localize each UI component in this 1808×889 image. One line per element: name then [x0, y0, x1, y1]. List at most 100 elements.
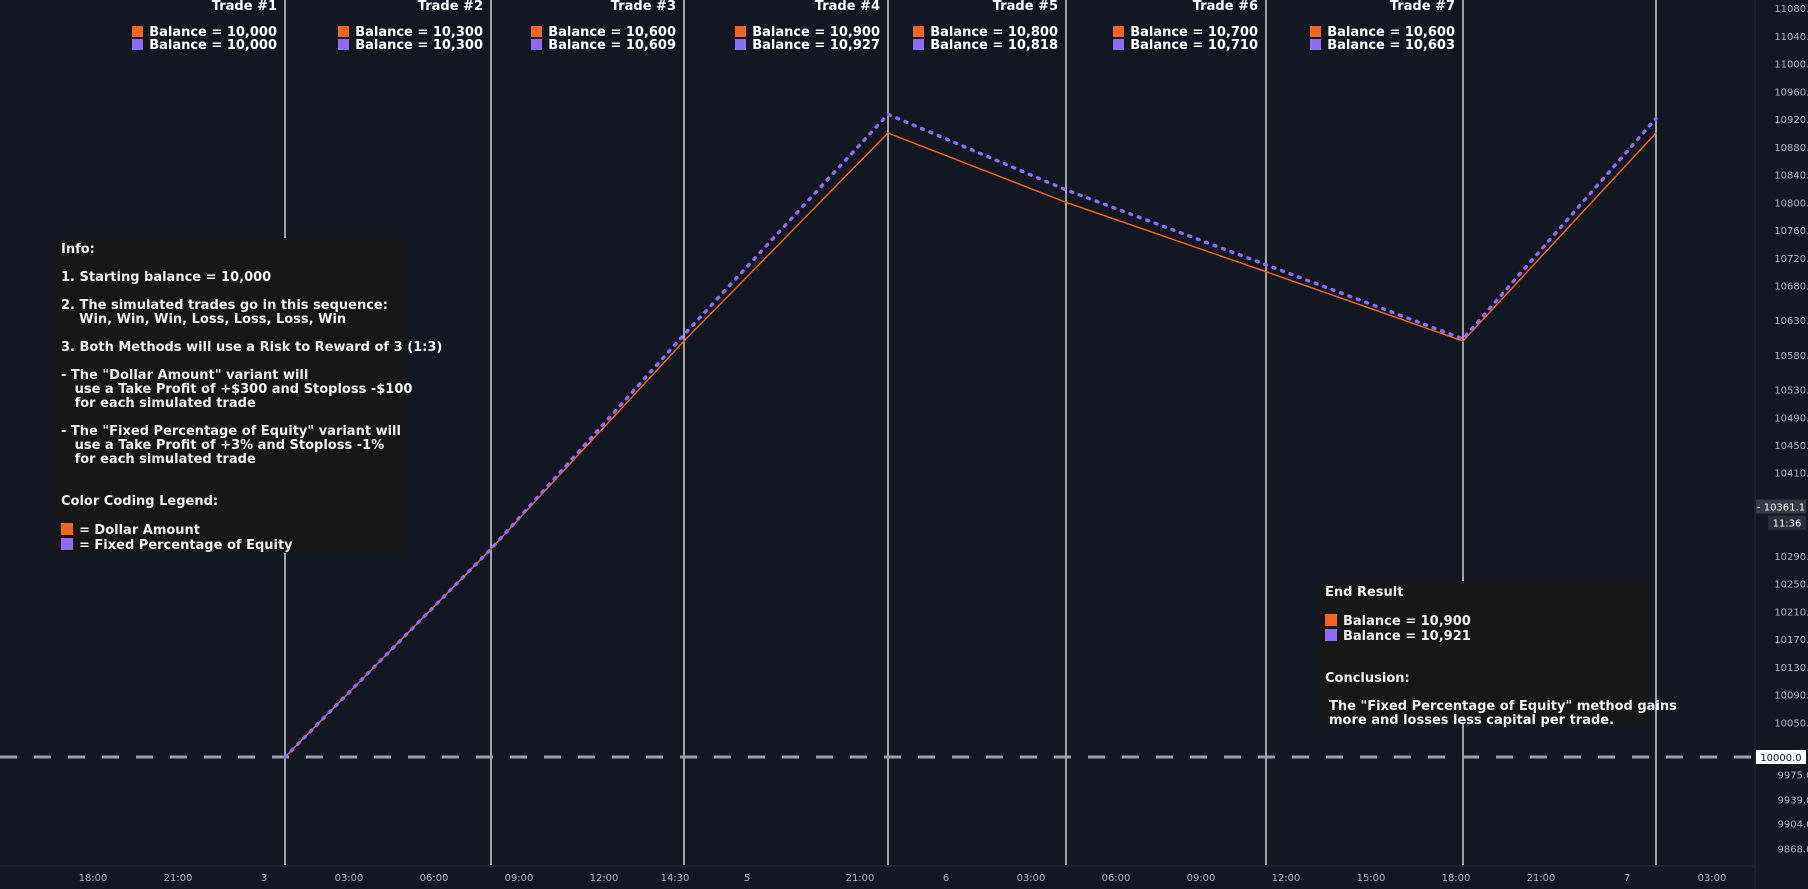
- trade-box-3: Trade #3 Balance = 10,600 Balance = 10,609: [531, 0, 676, 53]
- trade-percent-balance: Balance = 10,710: [1113, 39, 1258, 53]
- trade-box-2: Trade #2 Balance = 10,300 Balance = 10,300: [338, 0, 483, 53]
- x-tick-label: 7: [1624, 873, 1630, 884]
- dollar-swatch-icon: [132, 25, 144, 37]
- y-tick-label: 10170.0: [1774, 635, 1808, 646]
- conclusion-line-1: The "Fixed Percentage of Equity" method …: [1329, 699, 1677, 714]
- x-tick-label: 21:00: [846, 873, 875, 884]
- dollar-swatch-icon: [1113, 25, 1125, 37]
- trade-percent-balance: Balance = 10,000: [132, 39, 277, 53]
- dollar-swatch-icon: [61, 523, 73, 535]
- dollar-swatch-icon: [338, 25, 350, 37]
- y-axis-panel: [1755, 0, 1808, 889]
- time-label-bg: [1768, 515, 1806, 530]
- result-dollar-label: Balance = 10,900: [1343, 614, 1471, 629]
- x-tick-label: 5: [744, 873, 750, 884]
- trade-dollar-balance: Balance = 10,700: [1113, 25, 1258, 40]
- x-tick-label: 09:00: [1187, 873, 1216, 884]
- percent-swatch-icon: [913, 39, 925, 50]
- x-tick-label: 06:00: [1102, 873, 1131, 884]
- y-tick-label: 10250.0: [1774, 580, 1808, 591]
- percent-swatch-icon: [531, 39, 543, 50]
- percent-swatch-icon: [1310, 39, 1322, 50]
- x-tick-label: 18:00: [79, 873, 108, 884]
- percent-swatch-icon: [735, 39, 747, 50]
- y-tick-label: 10960.0: [1774, 87, 1808, 98]
- y-tick-label: 9975.0: [1778, 770, 1808, 781]
- trade-label: Trade #7: [1389, 0, 1455, 14]
- time-label: 11:36: [1773, 519, 1802, 530]
- info-sequence-title: 2. The simulated trades go in this seque…: [61, 298, 388, 313]
- trade-box-4: Trade #4 Balance = 10,900 Balance = 10,927: [735, 0, 880, 53]
- y-tick-label: 10800.0: [1774, 198, 1808, 209]
- y-tick-label: 10050.0: [1774, 718, 1808, 729]
- trade-label: Trade #5: [992, 0, 1058, 14]
- info-dollar-2: use a Take Profit of +$300 and Stoploss …: [61, 382, 413, 397]
- trade-percent-balance: Balance = 10,300: [338, 39, 483, 53]
- price-label: - 10361.1: [1757, 503, 1805, 514]
- info-panel: Info: 1. Starting balance = 10,000 2. Th…: [55, 238, 443, 553]
- x-tick-label: 18:00: [1442, 873, 1471, 884]
- y-tick-label: 10880.0: [1774, 143, 1808, 154]
- y-tick-label: 10680.0: [1774, 282, 1808, 293]
- x-tick-label: 21:00: [1527, 873, 1556, 884]
- info-dollar-1: - The "Dollar Amount" variant will: [61, 368, 309, 383]
- legend-title: Color Coding Legend:: [61, 494, 219, 509]
- dollar-swatch-icon: [1325, 614, 1337, 626]
- y-tick-label: 10920.0: [1774, 115, 1808, 126]
- info-starting-balance: 1. Starting balance = 10,000: [61, 270, 272, 285]
- result-dollar: Balance = 10,900: [1325, 614, 1641, 629]
- info-percent-3: for each simulated trade: [61, 452, 256, 467]
- result-percent-label: Balance = 10,921: [1343, 629, 1471, 644]
- trade-percent-balance: Balance = 10,609: [531, 39, 676, 53]
- trade-dollar-balance: Balance = 10,600: [531, 25, 676, 40]
- trade-percent-balance: Balance = 10,818: [913, 39, 1058, 53]
- y-tick-label: 9939.0: [1778, 795, 1808, 806]
- result-percent: Balance = 10,921: [1325, 629, 1641, 644]
- percent-swatch-icon: [61, 538, 73, 550]
- legend-percent-label: = Fixed Percentage of Equity: [79, 538, 293, 553]
- trade-dollar-balance: Balance = 10,600: [1310, 25, 1455, 40]
- y-tick-label: 10490.0: [1774, 413, 1808, 424]
- y-tick-label: 10760.0: [1774, 226, 1808, 237]
- legend-dollar: = Dollar Amount: [61, 523, 401, 538]
- x-tick-label: 03:00: [335, 873, 364, 884]
- info-sequence: Win, Win, Win, Loss, Loss, Loss, Win: [61, 312, 347, 327]
- percent-swatch-icon: [1325, 629, 1337, 641]
- info-risk-reward: 3. Both Methods will use a Risk to Rewar…: [61, 340, 443, 355]
- price-label-bg: [1756, 499, 1806, 514]
- y-tick-label: 9904.0: [1778, 820, 1808, 831]
- dollar-swatch-icon: [1310, 25, 1322, 37]
- x-tick-label: 14:30: [661, 873, 690, 884]
- result-panel: End Result Balance = 10,900 Balance = 10…: [1320, 581, 1677, 728]
- result-title: End Result: [1325, 585, 1404, 600]
- trade-dollar-balance: Balance = 10,000: [132, 25, 277, 40]
- trade-box-7: Trade #7 Balance = 10,600 Balance = 10,603: [1310, 0, 1455, 53]
- y-tick-label: 10130.0: [1774, 663, 1808, 674]
- legend-percent: = Fixed Percentage of Equity: [61, 538, 401, 553]
- y-tick-label: 10580.0: [1774, 351, 1808, 362]
- y-tick-label: 10530.0: [1774, 386, 1808, 397]
- y-tick-label: 10210.0: [1774, 607, 1808, 618]
- info-title: Info:: [61, 242, 95, 257]
- conclusion-title: Conclusion:: [1325, 671, 1410, 686]
- y-tick-label: 9868.0: [1778, 845, 1808, 856]
- legend-dollar-label: = Dollar Amount: [79, 523, 201, 538]
- percent-swatch-icon: [132, 39, 144, 50]
- x-tick-label: 3: [261, 873, 267, 884]
- y-tick-label: 10090.0: [1774, 691, 1808, 702]
- x-tick-label: 09:00: [505, 873, 534, 884]
- trade-percent-balance: Balance = 10,927: [735, 39, 880, 53]
- trade-dollar-balance: Balance = 10,900: [735, 25, 880, 40]
- x-tick-label: 03:00: [1698, 873, 1727, 884]
- trade-label: Trade #4: [814, 0, 880, 14]
- trade-label: Trade #3: [610, 0, 676, 14]
- x-tick-label: 15:00: [1357, 873, 1386, 884]
- baseline-label-bg: [1756, 750, 1806, 764]
- percent-swatch-icon: [1113, 39, 1125, 50]
- info-percent-2: use a Take Profit of +3% and Stoploss -1…: [61, 438, 385, 453]
- conclusion-line-2: more and losses less capital per trade.: [1329, 713, 1615, 728]
- info-percent-1: - The "Fixed Percentage of Equity" varia…: [61, 424, 401, 439]
- series-line-dollar: [284, 132, 1657, 758]
- dollar-swatch-icon: [531, 25, 543, 37]
- y-tick-label: 10290.0: [1774, 552, 1808, 563]
